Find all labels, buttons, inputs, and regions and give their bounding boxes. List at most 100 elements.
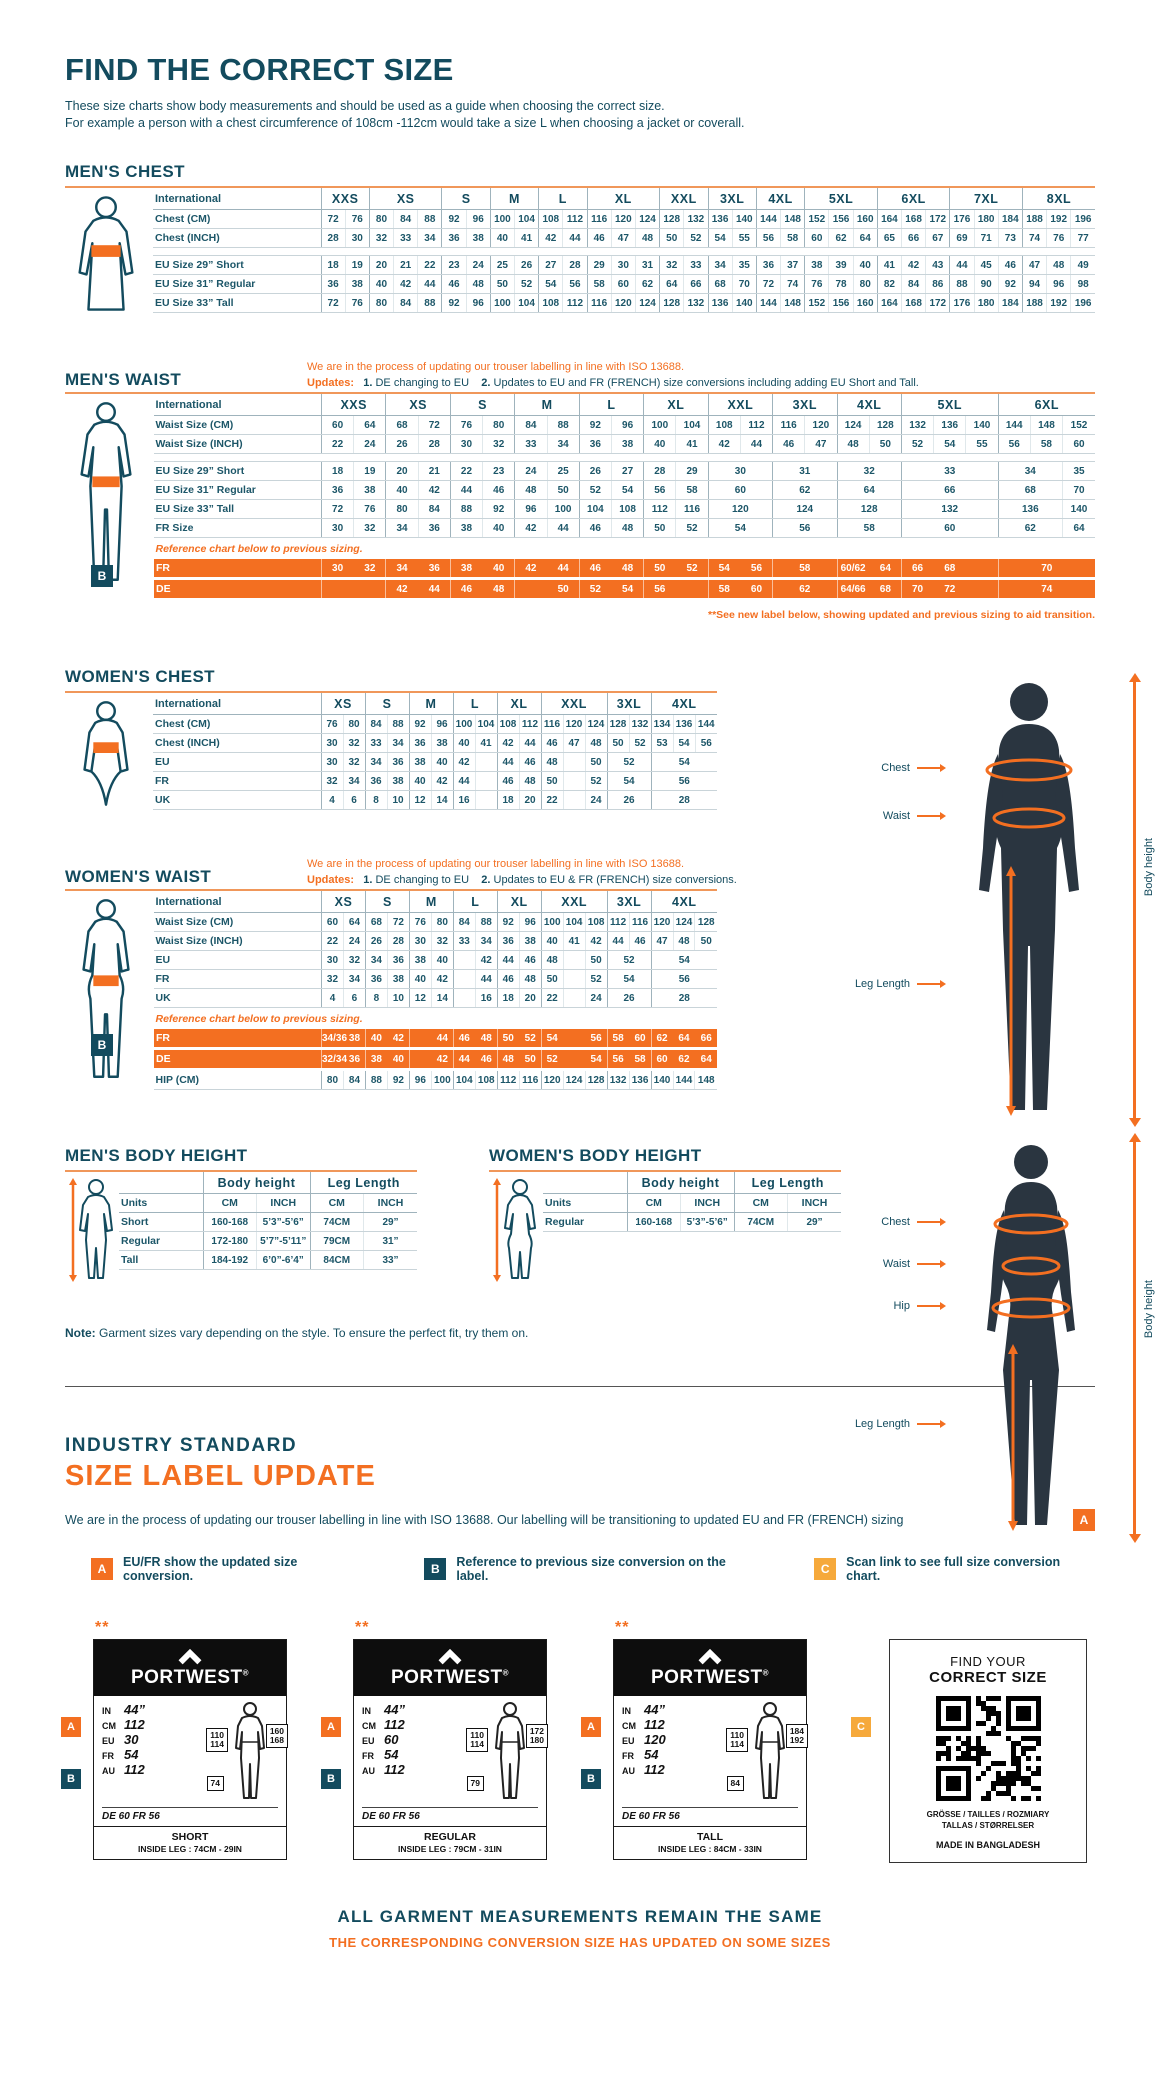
cell: 46 [628,931,652,951]
cell: 30 [320,733,343,753]
cell: 44 [474,969,498,989]
size-row-value: 112 [384,1762,405,1777]
row-label: DE [153,578,322,601]
cell: 140 [965,415,999,435]
size-row-value: 120 [644,1732,666,1747]
table-row: EU Size 29” Short 18 19 20 21 22 23 24 25 26 27 28 2… [153,461,1095,481]
spacer [153,247,1095,256]
women-body-height-block: WOMEN'S BODY HEIGHT Body height Leg Lengt… [489,1146,841,1282]
cell: 48 [514,480,548,500]
previous-size-row: DE 60 FR 56 [362,1807,538,1822]
cell: 82 [876,274,902,294]
qr-code [935,1696,1041,1801]
size-header: 4XL [650,693,717,715]
cell: 43 [925,255,950,275]
row-label: UK [153,790,321,810]
cell: 77 [1070,228,1095,248]
cell: 72 [320,499,354,519]
cell: 35 [1062,461,1095,481]
legend-item: B Reference to previous size conversion o… [424,1555,758,1583]
cell: 54 [540,1029,564,1050]
label-cards-row: ** A B PORTWEST® IN 44” CM 112 EU 30 FR 54 AU 112 110 1… [61,1619,1095,1863]
size-row-label: IN [102,1706,111,1716]
cell: 76 [804,274,829,294]
cell: 140 [731,293,757,313]
section-divider [65,1386,1095,1387]
cell: 44 [496,950,520,970]
cell: 88 [449,499,483,519]
cell: 124 [634,209,660,229]
badge-c: C [851,1717,871,1737]
cell: 124 [562,1069,586,1090]
men-height-table: Body height Leg Length Units CM INCH CM INCH Sh… [65,1170,417,1282]
size-row-value: 54 [644,1747,659,1762]
cell: 24 [353,434,386,454]
waist-measure-box: 110 114 [726,1728,748,1752]
cell: 44 [606,931,630,951]
cell: 116 [675,499,709,519]
chest-band [91,245,121,257]
cell: 19 [344,255,370,275]
size-row: IN 44” [622,1702,798,1717]
body-height-label: Body height [1143,1280,1155,1339]
cell: 32 [353,559,386,580]
cell: 6 [342,988,366,1008]
cell: 140 [731,209,757,229]
cell: 48 [482,578,515,601]
badge-b: B [91,565,113,587]
cell: 47 [650,931,673,951]
cell: 136 [707,209,733,229]
cell: 120 [650,912,673,932]
cell: 84 [900,274,926,294]
size-header: 4XL [755,188,805,210]
inside-leg: INSIDE LEG : 84CM - 33IN [658,1844,762,1854]
cell: 132 [900,499,999,519]
badge-a: A [581,1717,601,1737]
table-row: FR 34/36 38 40 42 44 46 48 50 52 54 56 58 60 62 64 66 [153,1029,717,1050]
cell: 96 [408,1069,432,1090]
cell: 48 [540,752,563,772]
cell: 52 [683,228,708,248]
cell: 28 [650,790,717,810]
female-measurement-figure: Chest Waist Hip Leg Length Body height [845,1133,1157,1545]
cell: 22 [540,790,563,810]
cell: 56 [650,771,717,791]
cell: 5’7”-5’11” [256,1231,310,1251]
cell: 86 [925,274,950,294]
cell [514,578,548,601]
cell: 34 [342,771,365,791]
inside-leg: INSIDE LEG : 79CM - 31IN [398,1844,502,1854]
cell: 40 [368,274,394,294]
cell: 52 [540,1048,564,1071]
cell: 36 [408,733,431,753]
cell: 48 [584,733,607,753]
cell: 58 [780,228,805,248]
cell [408,1048,432,1071]
size-row-label: CM [102,1721,116,1731]
cell: 35 [731,255,757,275]
hip-label: Hip [845,1300,946,1312]
body-height-arrow [1128,673,1141,1127]
cell: 74 [1021,228,1047,248]
cell: 108 [610,499,644,519]
cell: 41 [675,434,709,454]
row-label: EU [153,752,321,772]
cell: 44 [518,733,541,753]
cell: 24 [584,790,607,810]
size-row-label: AU [102,1766,115,1776]
cell: 184-192 [202,1250,257,1270]
cell: 120 [707,499,773,519]
size-table: International XS S M L XL XXL 3XL 4XL Waist Size … [153,891,717,1090]
men-waist-title: MEN'S WAIST [65,370,182,389]
cell [965,559,999,580]
badge-a: A [321,1717,341,1737]
male-torso-icon [78,196,134,311]
figure-icon [755,1702,785,1799]
cell: 42 [584,931,608,951]
cell [562,790,585,810]
size-row: AU 112 [362,1762,538,1777]
table-row: Regular 172-180 5’7”-5’11” 79CM 31” [119,1231,417,1251]
size-header: XL [643,394,709,416]
size-row-label: CM [622,1721,636,1731]
cell [562,752,585,772]
